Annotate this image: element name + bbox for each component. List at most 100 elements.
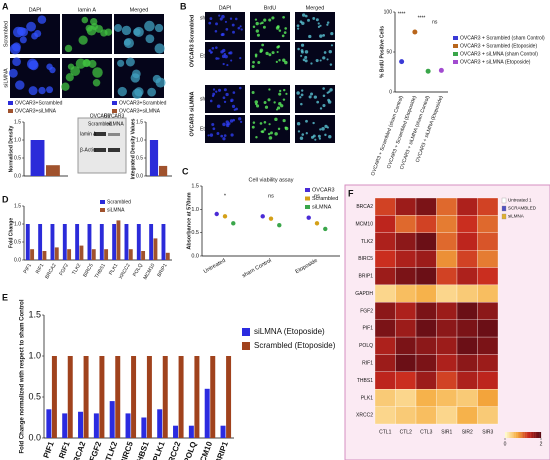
heat-cell	[477, 354, 499, 372]
cell	[132, 88, 143, 100]
cell	[323, 51, 327, 54]
bar	[162, 356, 168, 438]
cell	[235, 107, 238, 111]
heat-cell	[374, 336, 396, 355]
cell	[223, 53, 227, 56]
cell	[312, 121, 315, 125]
heat-cell	[477, 197, 499, 216]
cell	[328, 90, 331, 93]
cell	[216, 132, 220, 135]
cell	[271, 51, 275, 55]
cell	[283, 88, 286, 92]
legend-label: OVCAR3 + Scrambled (Etoposide)	[460, 43, 537, 49]
x-tick-label: PIF1	[42, 440, 56, 459]
cell	[330, 32, 334, 36]
cell	[313, 95, 317, 99]
cell	[230, 59, 233, 62]
heat-cell	[374, 406, 396, 425]
bar	[62, 413, 68, 438]
bar	[79, 245, 84, 260]
bar	[99, 224, 104, 260]
cell	[223, 100, 227, 104]
cell	[301, 133, 305, 136]
cell	[281, 34, 285, 38]
cell	[278, 92, 282, 96]
cell	[254, 100, 259, 104]
heat-cell	[395, 406, 417, 425]
cell	[90, 17, 98, 26]
cell	[220, 33, 224, 37]
cell	[218, 14, 221, 17]
heat-cell	[374, 389, 396, 407]
bar	[173, 425, 179, 438]
cell	[273, 101, 276, 104]
cell	[262, 25, 266, 29]
cell	[317, 25, 320, 28]
heat-cell	[477, 250, 499, 268]
cell	[252, 121, 256, 124]
significance: *	[224, 193, 227, 199]
heat-cell	[456, 302, 478, 320]
cell	[326, 23, 329, 26]
y-tick-label: 0.5	[191, 230, 199, 236]
cell	[255, 21, 259, 26]
heat-cell	[415, 284, 437, 303]
colorbar	[521, 432, 524, 438]
y-tick-label: 1.0	[14, 137, 21, 143]
heat-cell	[477, 319, 499, 338]
micrograph	[205, 12, 245, 40]
y-axis-label: % BrdU Positive Cells	[379, 26, 385, 78]
cell	[285, 92, 288, 95]
cell	[312, 17, 316, 20]
cell	[209, 133, 214, 137]
colorbar	[508, 432, 511, 438]
colorbar	[539, 432, 542, 438]
cell	[215, 90, 218, 93]
cell	[215, 22, 218, 26]
cell	[305, 132, 308, 135]
cell	[252, 60, 255, 64]
cell	[322, 94, 326, 97]
legend-label: siLMNA	[107, 207, 125, 213]
cell	[28, 86, 38, 96]
cell	[314, 138, 317, 141]
cell	[229, 51, 233, 55]
colorbar	[532, 432, 534, 438]
cell	[216, 104, 221, 109]
cell	[265, 51, 269, 56]
cell	[8, 68, 18, 78]
cell	[92, 78, 101, 87]
bar	[204, 388, 210, 438]
y-tick-label: 0.0	[136, 173, 143, 179]
heat-cell	[456, 406, 478, 425]
row-label: siLMNA	[3, 68, 9, 88]
image-header: lamin A	[78, 7, 96, 13]
cell	[223, 134, 227, 137]
cell	[67, 63, 75, 70]
heat-cell	[415, 406, 437, 425]
cell	[299, 136, 304, 140]
heat-cell	[415, 215, 437, 233]
legend-label: siLMNA	[508, 214, 524, 219]
cell	[271, 16, 275, 20]
cell	[61, 82, 70, 91]
heat-cell	[374, 267, 396, 286]
cell	[268, 88, 271, 91]
legend-label: siLMNA (Etoposide)	[254, 327, 325, 336]
bar	[141, 251, 146, 260]
y-tick-label: 0.0	[28, 432, 41, 442]
cell	[239, 120, 243, 124]
cell	[268, 53, 272, 57]
blot-band-label: lamin A	[80, 131, 97, 137]
cell	[282, 118, 286, 123]
legend-swatch	[305, 196, 310, 201]
heat-cell	[456, 250, 478, 268]
heat-cell	[477, 406, 499, 425]
bar	[157, 409, 163, 438]
cell	[28, 60, 39, 71]
cell	[240, 28, 243, 31]
cell	[229, 119, 234, 123]
cell	[322, 87, 325, 90]
western-blot	[77, 117, 127, 174]
